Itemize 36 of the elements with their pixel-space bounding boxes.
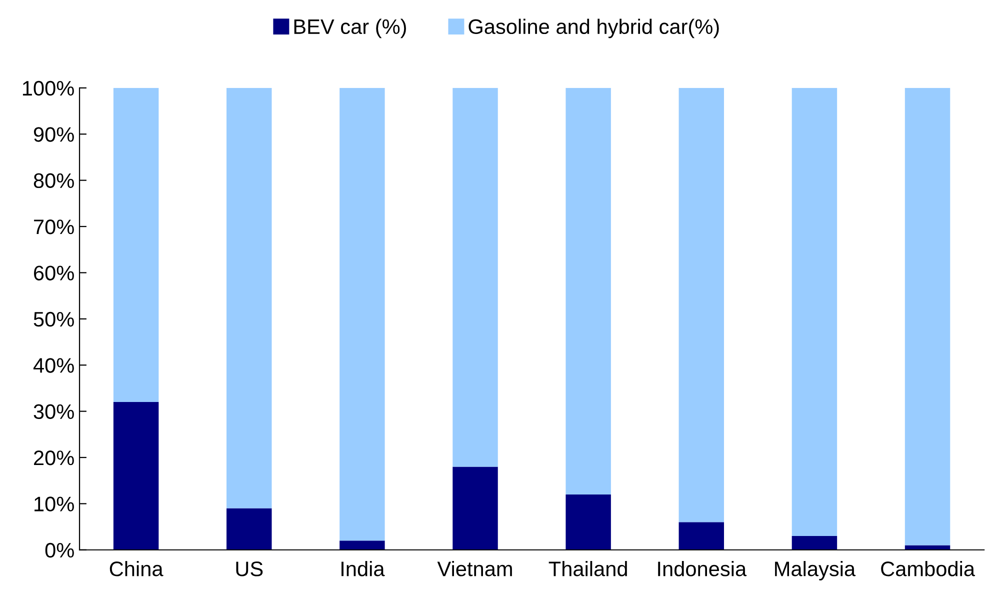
y-tick-label: 0% bbox=[45, 542, 74, 558]
bar bbox=[113, 88, 159, 402]
y-tick-label: 60% bbox=[34, 266, 74, 280]
y-tick-label: 40% bbox=[33, 358, 74, 373]
bar bbox=[113, 402, 159, 550]
x-tick-label: Cambodia bbox=[881, 560, 976, 576]
bar bbox=[678, 522, 724, 550]
y-tick-label: 100% bbox=[22, 80, 74, 96]
x-tick-label: Vietnam bbox=[437, 560, 512, 576]
y-tick-label: 30% bbox=[34, 404, 74, 420]
bar bbox=[226, 88, 272, 508]
legend-label: Gasoline and hybrid car(%) bbox=[468, 18, 719, 38]
x-tick-label: China bbox=[110, 560, 164, 576]
bar bbox=[904, 88, 950, 546]
bar bbox=[566, 494, 611, 550]
y-tick-label: 50% bbox=[34, 312, 74, 327]
y-tick-label: 90% bbox=[34, 127, 74, 142]
y-tick-label: 10% bbox=[34, 496, 74, 512]
bar bbox=[340, 540, 385, 550]
bar bbox=[226, 508, 272, 550]
x-tick-label: Malaysia bbox=[775, 560, 856, 580]
bar bbox=[452, 466, 498, 550]
y-tick-label: 80% bbox=[34, 173, 74, 188]
bar bbox=[792, 88, 838, 536]
bar bbox=[678, 88, 724, 522]
bar bbox=[792, 536, 838, 550]
y-tick-label: 20% bbox=[34, 450, 74, 466]
bar bbox=[452, 88, 498, 467]
legend-label: BEV car (%) bbox=[294, 18, 406, 38]
x-tick-label: India bbox=[342, 560, 385, 576]
x-tick-label: Indonesia bbox=[658, 560, 747, 576]
bar bbox=[566, 88, 611, 494]
y-tick-label: 70% bbox=[34, 220, 74, 234]
x-tick-label: US bbox=[236, 562, 263, 576]
bar bbox=[340, 88, 385, 541]
x-tick-label: Thailand bbox=[548, 560, 627, 576]
